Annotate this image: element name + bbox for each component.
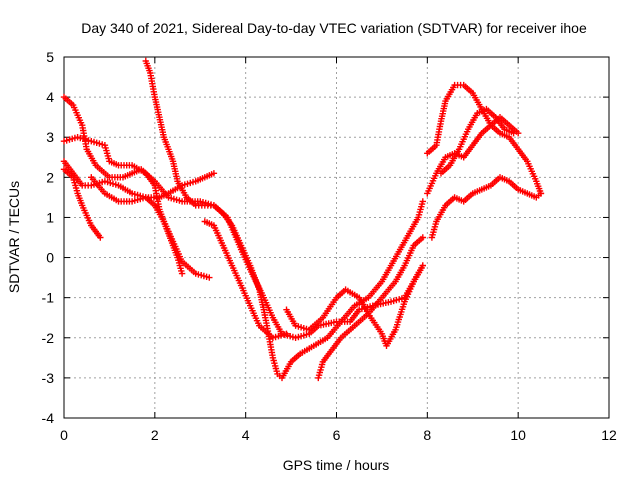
- series-arc-12: [437, 105, 517, 177]
- data-markers: [60, 57, 545, 382]
- series-arc-5: [88, 174, 213, 281]
- y-tick-label: 1: [46, 209, 54, 225]
- data-point: [178, 270, 186, 277]
- data-point: [97, 234, 104, 241]
- series-arc-6: [142, 57, 426, 382]
- x-tick-label: 0: [60, 427, 68, 443]
- x-tick-label: 12: [601, 427, 617, 443]
- x-tick-label: 4: [242, 427, 250, 443]
- data-point: [210, 170, 218, 177]
- series-arc-3: [60, 158, 218, 201]
- y-tick-label: -3: [42, 370, 55, 386]
- y-tick-label: 4: [46, 89, 54, 105]
- data-point: [419, 198, 426, 205]
- x-tick-label: 8: [423, 427, 431, 443]
- series-arc-10: [424, 81, 545, 197]
- data-point: [283, 330, 290, 337]
- y-tick-label: 2: [46, 169, 54, 185]
- series-arc-13: [428, 174, 545, 241]
- data-point: [419, 262, 426, 269]
- data-point: [510, 130, 517, 137]
- y-tick-label: -4: [42, 410, 55, 426]
- y-axis-label: SDTVAR / TECUs: [6, 181, 22, 293]
- data-point: [537, 190, 545, 197]
- x-tick-label: 6: [333, 427, 341, 443]
- chart-title: Day 340 of 2021, Sidereal Day-to-day VTE…: [81, 20, 587, 36]
- x-tick-label: 2: [151, 427, 159, 443]
- y-tick-label: -1: [42, 290, 55, 306]
- grid: [64, 57, 609, 418]
- series-arc-2: [60, 134, 186, 277]
- series-arc-4: [60, 166, 104, 241]
- x-axis-label: GPS time / hours: [283, 457, 390, 473]
- series-arc-9: [315, 234, 426, 382]
- y-tick-label: -2: [42, 330, 55, 346]
- series-arc-8: [283, 262, 426, 349]
- x-tick-label: 10: [510, 427, 526, 443]
- data-point: [206, 274, 213, 281]
- y-tick-label: 5: [46, 49, 54, 65]
- data-point: [419, 234, 426, 241]
- y-tick-label: 0: [46, 250, 54, 266]
- series-arc-7: [201, 218, 290, 341]
- y-tick-label: 3: [46, 129, 54, 145]
